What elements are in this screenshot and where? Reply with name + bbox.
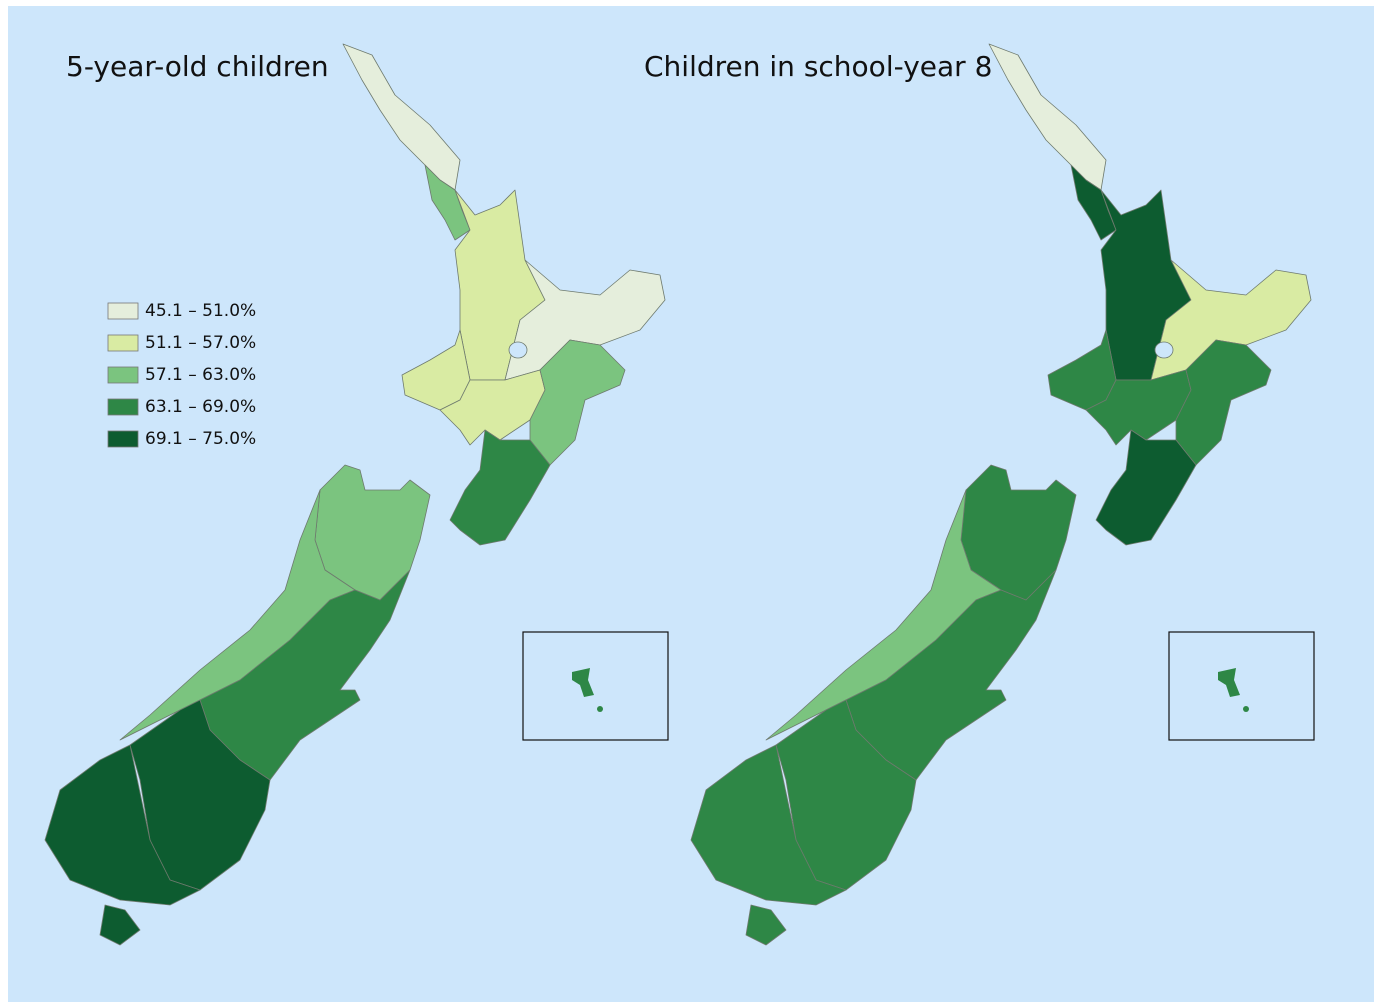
legend-swatch (108, 335, 138, 351)
legend-swatch (108, 367, 138, 383)
legend-swatch (108, 303, 138, 319)
chatham-islet (1243, 706, 1249, 712)
lake (1155, 342, 1173, 358)
map-title: 5-year-old children (66, 50, 329, 83)
chatham-islet (597, 706, 603, 712)
legend-label: 63.1 – 69.0% (145, 397, 256, 417)
legend-label: 57.1 – 63.0% (145, 365, 256, 385)
legend-swatch (108, 399, 138, 415)
map-title: Children in school-year 8 (644, 50, 992, 83)
legend-label: 69.1 – 75.0% (145, 429, 256, 449)
legend-swatch (108, 431, 138, 447)
legend-label: 51.1 – 57.0% (145, 333, 256, 353)
legend-label: 45.1 – 51.0% (145, 301, 256, 321)
page: 5-year-old children Children in school-y… (0, 0, 1379, 1006)
map-figure: 5-year-old children Children in school-y… (0, 0, 1379, 1006)
lake (509, 342, 527, 358)
